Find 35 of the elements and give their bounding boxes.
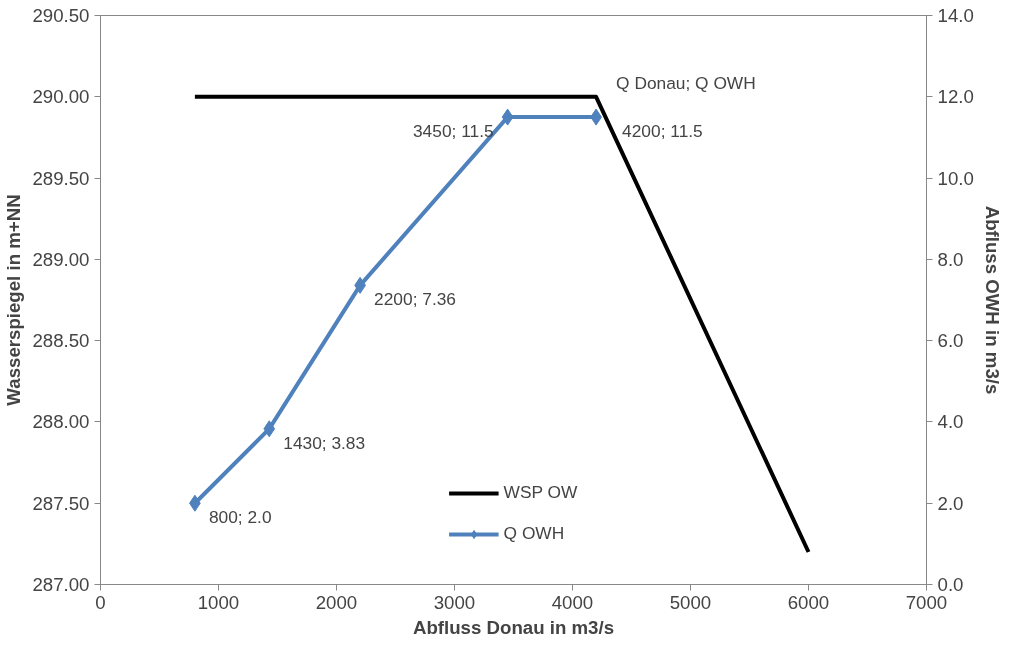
y2-tick-label: 10.0	[937, 167, 974, 189]
point	[263, 420, 276, 438]
y2-axis-title: Abfluss OWH in m3/s	[981, 205, 1003, 395]
y-tick-label: 287.00	[32, 574, 90, 595]
x-tick-label: 4000	[551, 591, 594, 613]
y-axis-title: Wasserspiegel in m+NN	[3, 194, 25, 406]
legend-label: WSP OW	[503, 482, 578, 503]
x-tick-label: 6000	[787, 591, 830, 613]
data-label: 800; 2.0	[208, 507, 272, 528]
legend-label: Q OWH	[503, 523, 565, 544]
y2-tick-label: 4.0	[937, 411, 964, 433]
y2-tick-label: 12.0	[937, 86, 974, 108]
data-label: 1430; 3.83	[283, 432, 366, 453]
y-tick-label: 290.50	[32, 5, 90, 26]
data-label: 2200; 7.36	[374, 289, 457, 310]
x-tick-label: 5000	[669, 591, 712, 613]
point	[501, 108, 514, 126]
y-tick-label: 289.50	[32, 167, 90, 189]
y2-tick-label: 2.0	[937, 492, 964, 514]
x-tick-label: 0	[95, 591, 106, 613]
data-label: 4200; 11.5	[622, 121, 703, 142]
x-tick-label: 3000	[433, 591, 476, 613]
y-tick-label: 288.50	[32, 330, 90, 352]
x-axis-title: Abfluss Donau in m3/s	[412, 616, 615, 638]
annotation: Q Donau; Q OWH	[616, 72, 756, 93]
y2-tick-label: 14.0	[937, 5, 974, 26]
y-tick-label: 288.00	[32, 411, 90, 433]
x-tick-label: 2000	[315, 591, 358, 613]
y-tick-label: 287.50	[32, 492, 90, 514]
y2-tick-label: 8.0	[937, 248, 964, 270]
x-tick-label: 1000	[197, 591, 240, 613]
data-label: 3450; 11.5	[412, 121, 494, 142]
y-tick-label: 290.00	[32, 86, 90, 108]
y2-tick-label: 6.0	[937, 330, 964, 352]
y-tick-label: 289.00	[32, 248, 90, 270]
